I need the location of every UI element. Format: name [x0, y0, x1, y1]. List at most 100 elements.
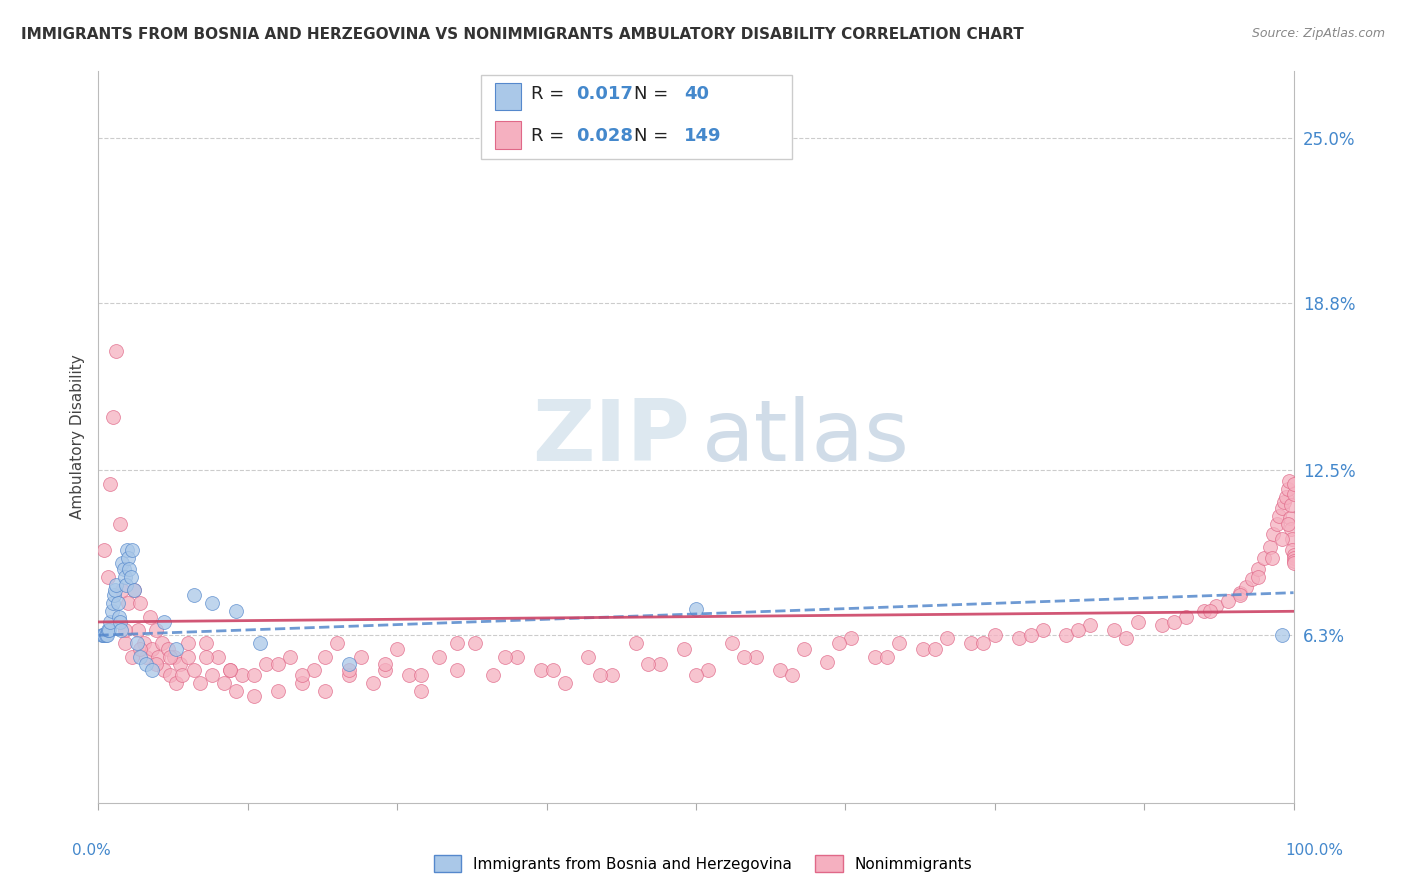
Point: [1265, 516, 1288, 531]
Point: [225, 604, 247, 618]
Point: [1272, 495, 1295, 509]
Point: [481, 668, 505, 682]
Point: [145, 657, 167, 672]
Point: [1268, 508, 1291, 523]
Point: [1175, 609, 1198, 624]
Point: [177, 636, 200, 650]
Text: N =: N =: [634, 127, 673, 145]
Point: [685, 668, 707, 682]
Point: [530, 663, 553, 677]
Point: [911, 641, 934, 656]
Point: [1192, 604, 1215, 618]
Point: [828, 636, 851, 650]
Point: [225, 684, 247, 698]
Point: [374, 663, 396, 677]
Point: [107, 609, 129, 624]
Point: [243, 690, 266, 704]
Point: [1008, 631, 1031, 645]
Point: [1282, 554, 1305, 568]
Point: [212, 676, 235, 690]
Point: [589, 668, 612, 682]
Point: [108, 615, 131, 629]
Text: R =: R =: [531, 127, 569, 145]
Point: [1234, 580, 1257, 594]
Point: [254, 657, 277, 672]
Point: [97, 570, 120, 584]
Point: [865, 649, 887, 664]
Point: [626, 636, 648, 650]
Point: [291, 668, 314, 682]
Point: [554, 676, 576, 690]
Text: 40: 40: [685, 86, 709, 103]
Point: [315, 649, 337, 664]
Text: R =: R =: [531, 86, 569, 103]
Point: [1019, 628, 1042, 642]
Text: 0.0%: 0.0%: [72, 843, 111, 858]
Point: [177, 649, 200, 664]
Point: [602, 668, 624, 682]
Point: [195, 649, 218, 664]
Point: [1056, 628, 1078, 642]
Point: [183, 663, 205, 677]
Point: [107, 596, 129, 610]
Point: [135, 657, 157, 672]
Point: [1282, 557, 1305, 571]
Point: [172, 668, 194, 682]
Point: [159, 649, 181, 664]
Point: [129, 649, 152, 664]
Point: [115, 577, 138, 591]
Point: [1199, 604, 1222, 618]
Point: [111, 557, 134, 571]
Text: N =: N =: [634, 86, 673, 103]
Point: [219, 663, 242, 677]
Point: [889, 636, 911, 650]
Point: [1277, 516, 1299, 531]
Point: [125, 636, 148, 650]
Point: [1032, 623, 1054, 637]
Point: [374, 657, 396, 672]
Point: [1271, 533, 1294, 547]
Point: [120, 570, 142, 584]
Point: [148, 649, 170, 664]
Point: [141, 641, 163, 656]
Point: [165, 641, 187, 656]
Point: [195, 636, 218, 650]
Point: [637, 657, 659, 672]
Point: [541, 663, 564, 677]
Point: [1277, 482, 1299, 496]
Point: [745, 649, 768, 664]
Point: [93, 628, 115, 642]
Point: [793, 641, 815, 656]
Point: [1282, 549, 1305, 563]
Point: [1278, 474, 1301, 488]
Point: [117, 596, 139, 610]
Point: [111, 582, 134, 597]
Point: [115, 543, 138, 558]
Point: [924, 641, 946, 656]
Point: [201, 668, 224, 682]
Point: [1282, 551, 1305, 566]
Point: [93, 543, 115, 558]
Point: [117, 551, 139, 566]
Point: [114, 570, 136, 584]
Point: [972, 636, 994, 650]
Point: [339, 668, 361, 682]
Point: [105, 343, 128, 358]
Point: [249, 636, 271, 650]
Point: [1240, 573, 1263, 587]
Point: [267, 684, 290, 698]
Point: [1258, 541, 1281, 555]
Point: [1229, 588, 1251, 602]
Point: [112, 562, 135, 576]
Point: [201, 596, 224, 610]
Point: [506, 649, 529, 664]
Point: [100, 604, 122, 618]
Point: [578, 649, 600, 664]
Point: [697, 663, 720, 677]
Point: [721, 636, 744, 650]
Point: [648, 657, 672, 672]
Point: [98, 476, 122, 491]
Point: [121, 649, 143, 664]
Point: [1278, 511, 1301, 525]
Point: [1163, 615, 1185, 629]
